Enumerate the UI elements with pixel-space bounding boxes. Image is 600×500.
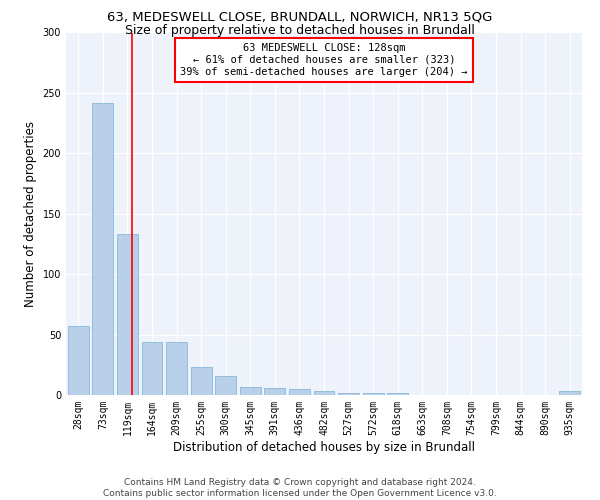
Bar — [68, 326, 89, 395]
Bar — [191, 367, 212, 395]
Bar — [117, 234, 138, 395]
Bar — [362, 392, 383, 395]
Bar — [338, 392, 359, 395]
Text: Contains HM Land Registry data © Crown copyright and database right 2024.
Contai: Contains HM Land Registry data © Crown c… — [103, 478, 497, 498]
Bar — [92, 102, 113, 395]
Bar — [166, 342, 187, 395]
Bar — [215, 376, 236, 395]
Y-axis label: Number of detached properties: Number of detached properties — [24, 120, 37, 306]
Text: Size of property relative to detached houses in Brundall: Size of property relative to detached ho… — [125, 24, 475, 37]
Bar — [142, 342, 163, 395]
Bar — [265, 388, 286, 395]
Text: 63 MEDESWELL CLOSE: 128sqm
← 61% of detached houses are smaller (323)
39% of sem: 63 MEDESWELL CLOSE: 128sqm ← 61% of deta… — [180, 44, 468, 76]
Bar — [559, 392, 580, 395]
Bar — [387, 392, 408, 395]
X-axis label: Distribution of detached houses by size in Brundall: Distribution of detached houses by size … — [173, 440, 475, 454]
Bar — [314, 392, 334, 395]
Bar — [289, 389, 310, 395]
Bar — [240, 386, 261, 395]
Text: 63, MEDESWELL CLOSE, BRUNDALL, NORWICH, NR13 5QG: 63, MEDESWELL CLOSE, BRUNDALL, NORWICH, … — [107, 10, 493, 23]
